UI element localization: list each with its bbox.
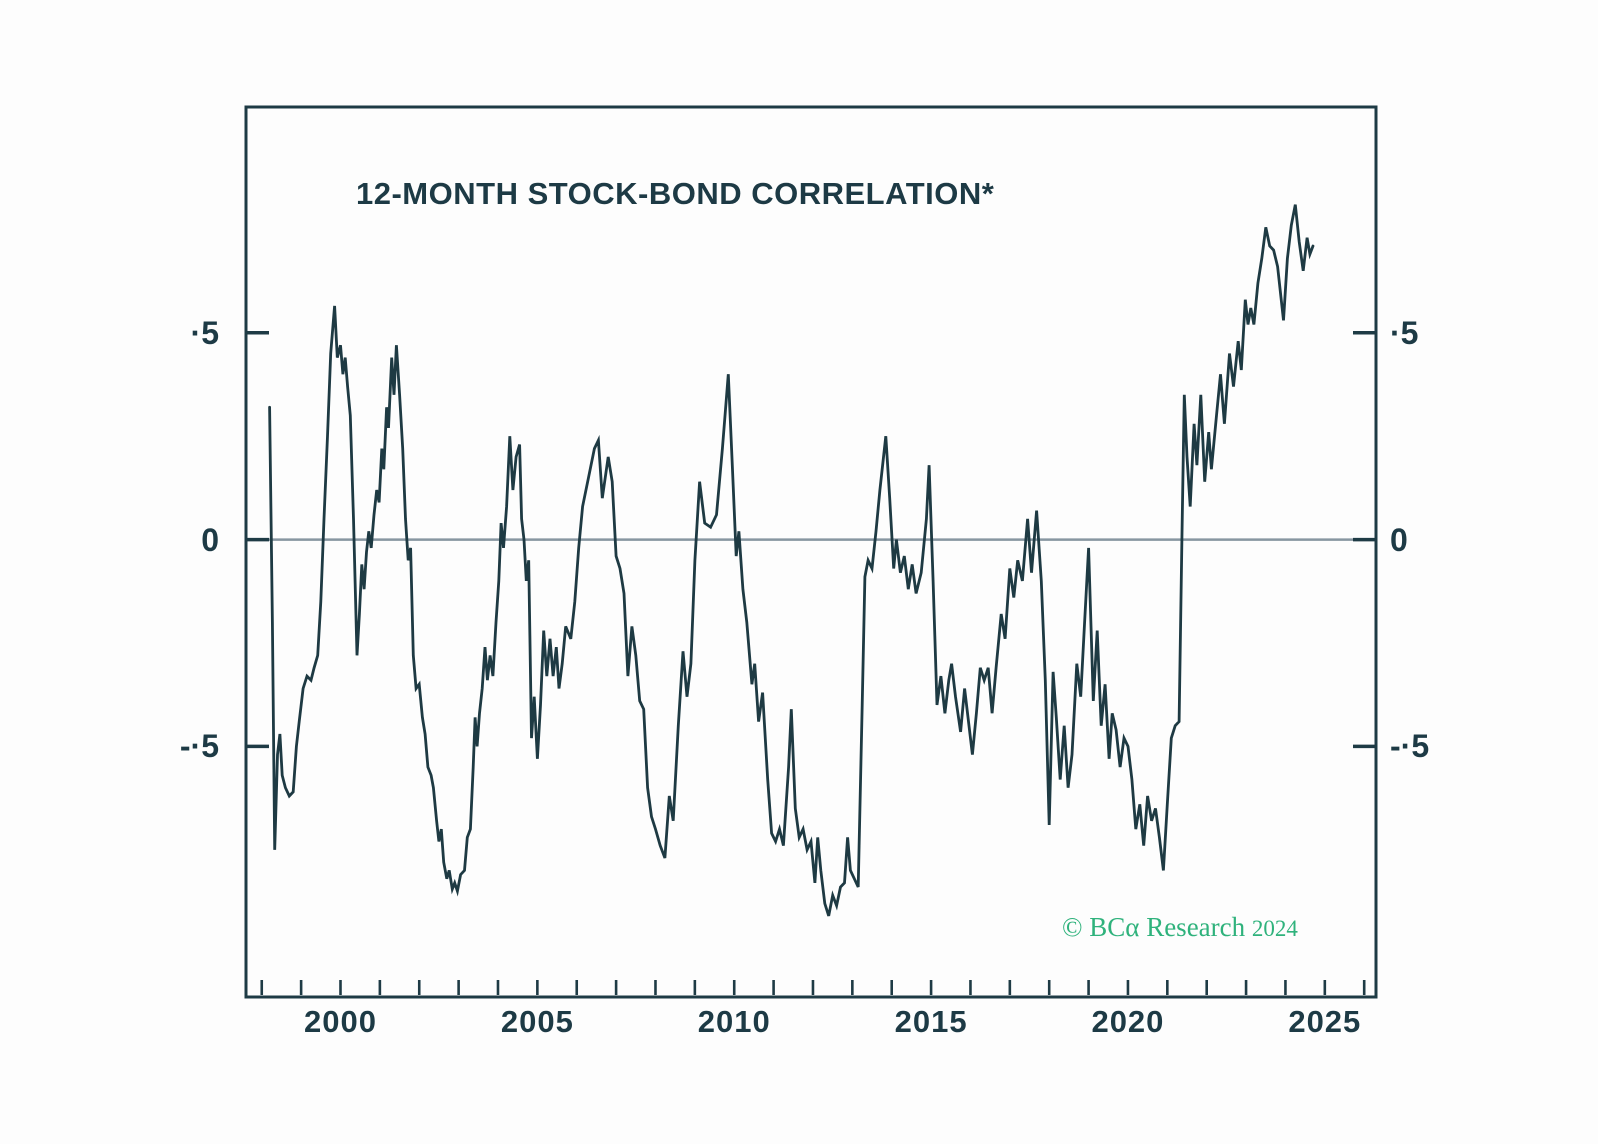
copyright-icon: © — [1062, 912, 1083, 942]
brand-watermark: © BCα Research 2024 — [1062, 912, 1298, 943]
x-axis-label: 2020 — [1091, 1004, 1165, 1039]
y-axis-label-left: -·5 — [179, 728, 219, 765]
x-axis-label: 2000 — [304, 1004, 377, 1039]
x-axis-label: 2025 — [1288, 1004, 1362, 1039]
chart-title: 12-MONTH STOCK-BOND CORRELATION* — [356, 176, 995, 211]
y-axis-label-right: -·5 — [1390, 728, 1430, 765]
x-axis-label: 2005 — [500, 1004, 574, 1039]
plot-border — [244, 105, 1378, 999]
correlation-line — [268, 204, 1315, 917]
y-axis-label-right: 0 — [1390, 521, 1408, 558]
watermark-name: Research — [1146, 912, 1246, 942]
x-axis-label: 2010 — [697, 1004, 771, 1039]
y-axis-label-right: ·5 — [1390, 314, 1419, 351]
x-axis-label: 2015 — [894, 1004, 968, 1039]
watermark-brand: BCα — [1089, 912, 1140, 942]
watermark-year: 2024 — [1251, 916, 1298, 941]
y-axis-label-left: 0 — [201, 521, 219, 558]
y-axis-label-left: ·5 — [190, 314, 219, 351]
